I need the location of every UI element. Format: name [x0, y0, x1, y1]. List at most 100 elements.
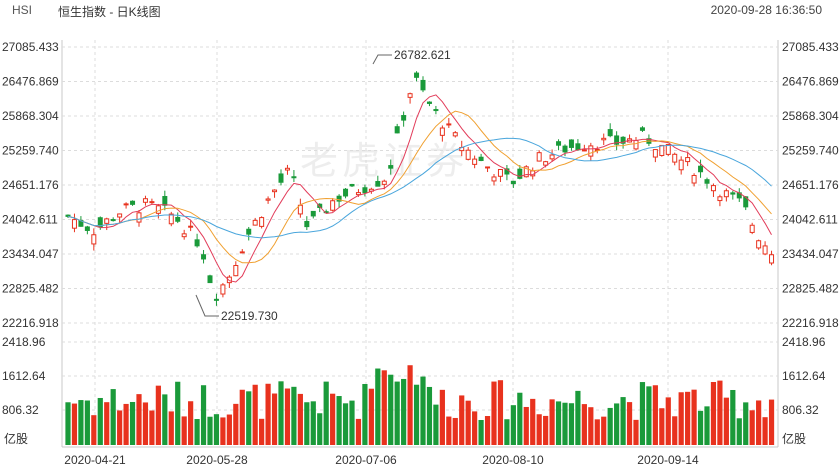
candle-body [381, 180, 387, 185]
volume-bar [420, 376, 426, 445]
candle-body [491, 176, 497, 182]
volume-bar [381, 370, 387, 445]
volume-bar [672, 416, 678, 445]
candle-body [194, 239, 200, 247]
candle-body [659, 144, 665, 156]
volume-unit-label-left: 亿股 [4, 431, 28, 446]
candle-body [730, 192, 736, 195]
candle-body [414, 72, 420, 78]
volume-bar [497, 380, 504, 445]
volume-tick-label-right: 2418.96 [782, 335, 826, 349]
volume-bar [149, 410, 155, 445]
volume-bar [601, 416, 607, 445]
volume-bar [355, 418, 362, 445]
volume-bar [284, 388, 291, 445]
candle-body [678, 159, 684, 171]
candle-body [523, 166, 529, 178]
volume-bar [607, 407, 613, 445]
min-annotation-line [195, 294, 219, 317]
volume-bar [394, 381, 400, 445]
candle-body [168, 213, 174, 225]
price-tick-label-left: 22825.482 [2, 282, 59, 296]
candle-body [756, 240, 762, 249]
candle-body [568, 139, 574, 148]
candle-body [562, 145, 568, 153]
candle-body [710, 185, 716, 192]
volume-bar [446, 416, 452, 445]
volume-bar [194, 419, 200, 445]
volume-bar [239, 389, 245, 445]
volume-bar [523, 406, 529, 445]
volume-bar [291, 386, 297, 445]
volume-bar [472, 411, 478, 445]
min-annotation-label: 22519.730 [221, 309, 278, 323]
volume-bar [246, 391, 252, 445]
price-tick-label-right: 25868.304 [782, 109, 839, 123]
candle-body [536, 152, 542, 162]
volume-bar [678, 392, 684, 445]
volume-bar [639, 382, 646, 445]
volume-bar [278, 381, 284, 445]
symbol-label: HSI [12, 3, 33, 17]
candle-body [123, 203, 129, 206]
candle-body [652, 149, 658, 158]
volume-bar [168, 411, 174, 445]
volume-bar [762, 417, 768, 445]
price-tick-label-left: 25259.740 [2, 144, 59, 158]
volume-bar [530, 398, 536, 445]
volume-bar [104, 402, 110, 445]
volume-bar [336, 396, 342, 445]
volume-bar [581, 404, 587, 445]
volume-tick-label-left: 2418.96 [2, 335, 46, 349]
x-tick-label: 2020-09-14 [637, 453, 699, 467]
volume-bar [543, 415, 549, 445]
candle-body [426, 101, 432, 104]
candle-body [485, 166, 491, 169]
candle-body [439, 127, 445, 136]
candle-body [226, 276, 232, 284]
candle-body [394, 126, 400, 134]
volume-bar [517, 392, 523, 445]
volume-tick-label-right: 1612.64 [782, 369, 826, 383]
candle-body [201, 254, 207, 260]
volume-bar [265, 383, 271, 445]
volume-bar [510, 405, 516, 445]
ma10-line [67, 110, 772, 264]
volume-bar [220, 417, 226, 445]
volume-bar [91, 415, 97, 445]
candle-body [272, 189, 278, 193]
candle-body [472, 158, 478, 165]
candle-body [355, 192, 361, 196]
volume-bar [65, 402, 71, 445]
volume-bar [588, 407, 594, 445]
candle-body [104, 218, 110, 224]
volume-bar [768, 399, 775, 445]
volume-bar [84, 400, 90, 445]
candle-body [362, 187, 368, 194]
volume-bar [155, 385, 161, 445]
candle-body [291, 176, 297, 179]
volume-bar [200, 385, 207, 445]
volume-bar [252, 384, 258, 445]
volume-bar [620, 397, 626, 445]
candle-body [633, 140, 639, 150]
price-tick-label-right: 25259.740 [782, 144, 839, 158]
volume-bar [181, 416, 187, 445]
candle-body [749, 224, 755, 233]
candle-body [349, 183, 355, 187]
volume-bar [723, 397, 729, 445]
volume-bar [110, 389, 116, 445]
candle-body [265, 198, 271, 201]
x-tick-label: 2020-04-21 [64, 453, 126, 467]
candle-body [175, 216, 181, 222]
volume-bar [330, 393, 336, 445]
volume-bar [697, 410, 704, 445]
candle-body [97, 217, 103, 228]
volume-bar [756, 400, 762, 445]
volume-bar [568, 403, 575, 445]
candle-body [704, 179, 710, 184]
volume-bar [349, 400, 355, 445]
volume-tick-label-left: 1612.64 [2, 369, 46, 383]
candle-body [117, 213, 123, 218]
